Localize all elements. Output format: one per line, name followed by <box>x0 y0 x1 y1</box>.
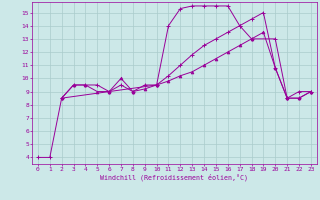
X-axis label: Windchill (Refroidissement éolien,°C): Windchill (Refroidissement éolien,°C) <box>100 173 248 181</box>
